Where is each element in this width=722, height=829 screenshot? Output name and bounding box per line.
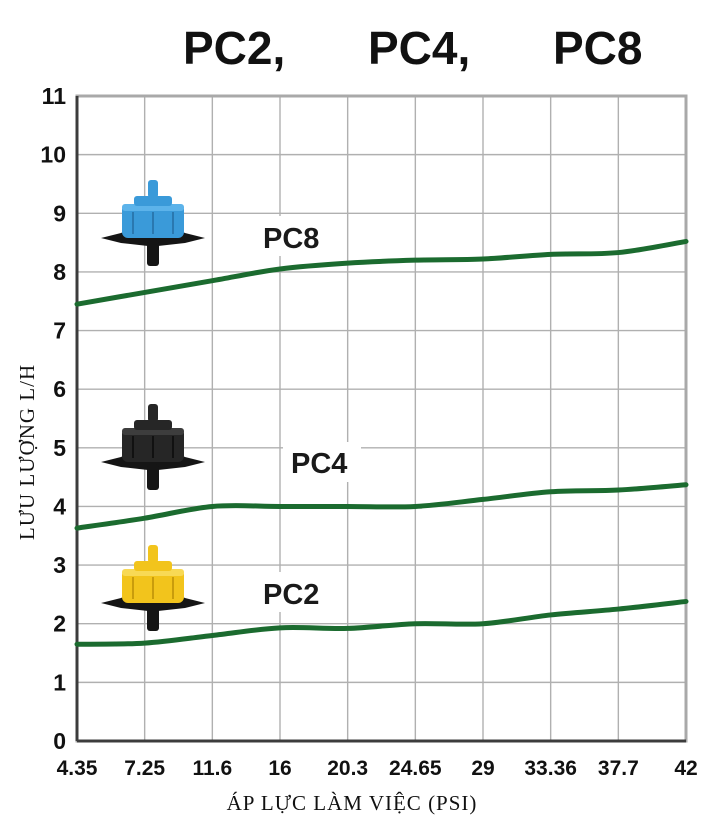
y-axis-title: LƯU LƯỢNG L/H <box>15 364 39 540</box>
title-pc8: PC8 <box>553 22 642 74</box>
y-tick-label: 8 <box>53 259 66 285</box>
pc2-emitter-icon <box>101 545 205 631</box>
pc8-label-bg <box>255 216 333 256</box>
pc8-emitter-icon <box>101 180 205 266</box>
x-tick-label: 42 <box>674 757 697 780</box>
y-tick-label: 7 <box>53 318 66 344</box>
y-tick-label: 5 <box>53 435 66 461</box>
y-tick-labels: 0 1 2 3 4 5 6 7 8 9 10 11 <box>40 83 66 754</box>
y-tick-label: 9 <box>53 200 66 226</box>
x-tick-label: 4.35 <box>57 757 98 780</box>
y-tick-label: 10 <box>40 142 66 168</box>
series-line-pc8 <box>74 238 689 307</box>
x-tick-label: 29 <box>471 757 494 780</box>
pc2-label-bg <box>255 572 333 612</box>
y-tick-label: 6 <box>53 376 66 402</box>
y-tick-label: 2 <box>53 611 66 637</box>
pc4-emitter-icon <box>101 404 205 490</box>
x-tick-label: 37.7 <box>598 757 639 780</box>
x-tick-label: 11.6 <box>192 757 232 780</box>
pc4-label-bg <box>283 442 361 482</box>
x-tick-label: 16 <box>268 757 291 780</box>
series-line-pc2 <box>74 598 689 647</box>
title-pc4: PC4, <box>368 22 470 74</box>
x-tick-label: 7.25 <box>124 757 165 780</box>
series-lines <box>74 238 689 647</box>
plot-area <box>74 94 689 743</box>
x-tick-label: 24.65 <box>389 757 442 780</box>
x-tick-label: 33.36 <box>524 757 577 780</box>
y-tick-label: 3 <box>53 552 66 578</box>
x-axis-title: ÁP LỰC LÀM VIỆC (PSI) <box>227 791 478 815</box>
grid <box>77 96 686 741</box>
title-pc2: PC2, <box>183 22 285 74</box>
x-tick-label: 20.3 <box>327 757 368 780</box>
series-label-pc4: PC4 <box>291 448 347 480</box>
y-tick-label: 4 <box>53 493 66 519</box>
y-tick-label: 11 <box>42 83 67 109</box>
x-tick-labels: 4.35 7.25 11.6 16 20.3 24.65 29 33.36 37.7 42 <box>57 757 698 780</box>
series-label-pc8: PC8 <box>263 223 319 255</box>
series-line-pc4 <box>74 482 689 531</box>
plot-frame <box>75 94 688 743</box>
y-tick-label: 0 <box>53 728 66 754</box>
series-label-pc2: PC2 <box>263 579 319 611</box>
y-tick-label: 1 <box>53 669 66 695</box>
